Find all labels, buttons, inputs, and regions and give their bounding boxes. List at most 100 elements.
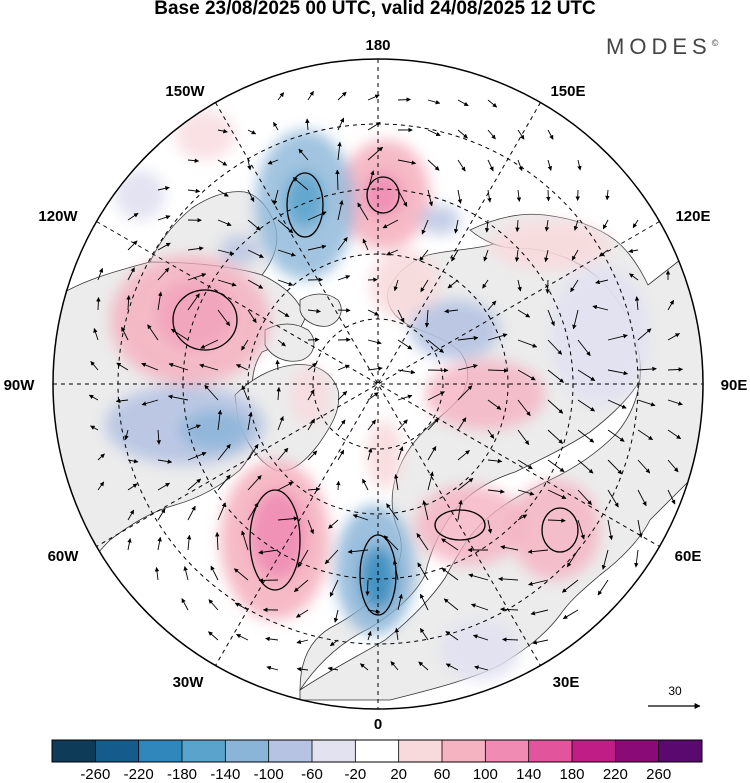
wind-arrow (547, 129, 554, 140)
colorbar-label: -60 (301, 766, 323, 783)
arctic-islands (264, 323, 315, 362)
wind-arrow (367, 309, 380, 316)
wind-arrow (474, 665, 489, 671)
colorbar-label: 180 (559, 766, 584, 783)
wind-arrow (595, 279, 609, 285)
wind-arrow (157, 536, 162, 551)
wind-arrow (367, 366, 383, 371)
wind-arrow (305, 118, 310, 131)
wind-arrow (607, 333, 628, 341)
colorbar-label: 220 (603, 766, 628, 783)
wind-arrow (500, 607, 519, 612)
anomaly-pos-bering-core (363, 173, 403, 217)
wind-arrow (468, 573, 489, 581)
colorbar-swatch (52, 740, 96, 762)
wind-arrow (607, 519, 614, 541)
wind-arrow (124, 429, 129, 441)
wind-arrow (157, 186, 170, 191)
wind-arrow (517, 159, 523, 172)
wind-arrow (547, 159, 553, 171)
wind-arrow (453, 219, 459, 234)
colorbar-swatch (95, 740, 140, 762)
wind-arrow (204, 384, 219, 401)
wind-arrow (200, 339, 219, 349)
wind-arrow (327, 666, 339, 672)
wind-arrow (422, 500, 429, 521)
wind-arrow (457, 417, 467, 431)
wind-arrow (217, 409, 223, 431)
wind-arrow (116, 362, 129, 371)
wind-arrow (637, 489, 647, 507)
wind-arrow (186, 534, 192, 551)
wind-arrow (147, 324, 159, 341)
wind-arrow (141, 362, 159, 371)
wind-arrow (487, 333, 508, 341)
wind-arrow (126, 295, 131, 311)
anomaly-neg-n-pacific-west (115, 170, 165, 220)
wind-arrow (168, 362, 189, 371)
wind-arrow (307, 362, 317, 371)
wind-arrow (267, 159, 279, 165)
wind-arrow (441, 538, 459, 551)
wind-arrow (337, 200, 344, 221)
colorbar-swatch (182, 740, 226, 762)
wind-arrow (667, 429, 682, 440)
wind-arrow (443, 598, 459, 611)
wind-arrow (258, 549, 279, 555)
vector-scale-label: 30 (668, 684, 682, 698)
wind-arrow (577, 369, 596, 382)
wind-arrow (352, 514, 369, 521)
wind-arrow (247, 279, 264, 289)
wind-arrow (217, 189, 229, 197)
wind-arrow (187, 424, 201, 431)
wind-arrow (457, 159, 466, 172)
lon-label-150w: 150W (165, 83, 205, 100)
wind-arrow (187, 505, 196, 521)
wind-arrow (517, 489, 535, 496)
wind-arrow (247, 189, 255, 203)
colorbar-swatch (268, 740, 313, 762)
wind-arrow (607, 399, 627, 409)
wind-arrow (667, 459, 679, 473)
wind-arrow (217, 309, 231, 327)
wind-arrow (367, 170, 375, 191)
wind-arrow (637, 399, 656, 407)
wind-arrow (199, 363, 219, 371)
wind-arrow (273, 189, 279, 206)
wind-arrow (337, 449, 345, 461)
wind-arrow (293, 579, 309, 593)
colorbar-label: -220 (124, 766, 154, 783)
colorbar-swatch (312, 740, 356, 762)
colorbar-swatch (485, 740, 530, 762)
wind-arrow (397, 593, 403, 611)
wind-arrow (337, 117, 345, 131)
wind-arrow (427, 446, 437, 461)
wind-arrow (365, 579, 370, 596)
wind-arrow (307, 308, 321, 314)
wind-arrow (247, 411, 253, 431)
wind-arrow (547, 369, 564, 383)
wind-arrow (362, 478, 369, 491)
wind-arrow (515, 219, 520, 233)
wind-arrow (393, 279, 399, 292)
wind-arrow (546, 189, 551, 202)
wind-arrow (517, 309, 531, 318)
wind-arrow (156, 429, 162, 445)
wind-arrow (121, 326, 129, 341)
wind-arrow (451, 249, 459, 262)
lon-label-90e: 90E (721, 377, 748, 394)
lon-label-60w: 60W (48, 548, 80, 565)
colorbar-swatch (138, 740, 183, 762)
wind-arrow (597, 579, 609, 596)
anomaly-pos-n-pacific (175, 110, 235, 160)
wind-arrow (307, 244, 327, 251)
wind-arrow (210, 565, 219, 581)
wind-arrow (637, 459, 651, 474)
wind-arrow (427, 391, 445, 401)
wind-arrow (386, 503, 399, 521)
wind-arrow (386, 249, 399, 256)
wind-arrow (487, 99, 498, 108)
wind-arrow (187, 273, 207, 281)
wind-arrow (393, 474, 399, 491)
wind-arrow (394, 627, 400, 641)
